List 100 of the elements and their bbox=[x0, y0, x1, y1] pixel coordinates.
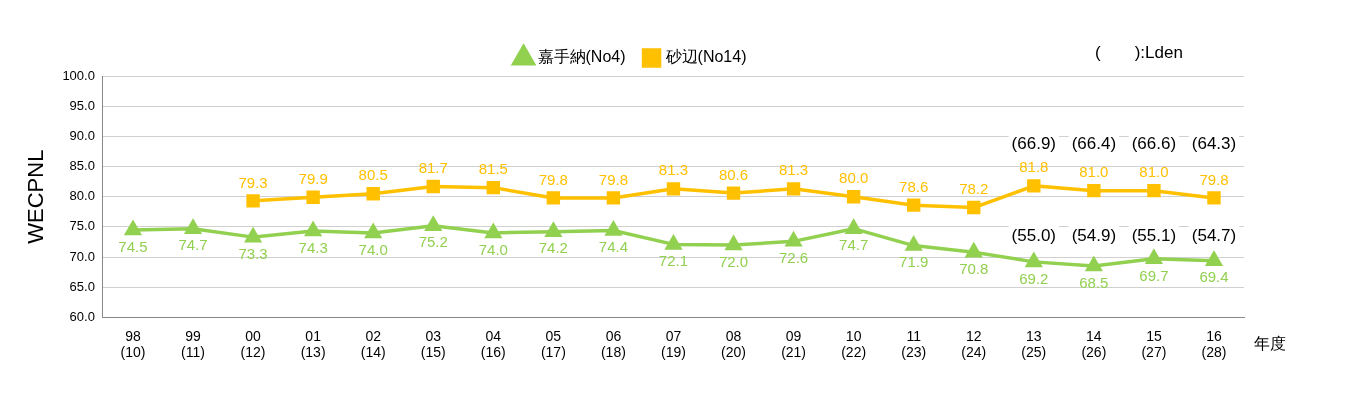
x-tick-label: 05 (17) bbox=[540, 327, 566, 361]
point bbox=[245, 228, 261, 243]
data-label: 72.6 bbox=[778, 249, 809, 266]
x-tick-label: 00 (12) bbox=[240, 327, 266, 361]
point bbox=[246, 194, 260, 208]
data-label: 79.3 bbox=[238, 173, 268, 191]
x-tick-label: 10 (22) bbox=[841, 327, 867, 361]
annotation: (66.6) bbox=[1131, 133, 1177, 153]
text: 70.0 bbox=[69, 248, 95, 264]
text: 60.0 bbox=[69, 308, 95, 324]
point bbox=[846, 190, 861, 204]
x-tick-label: 14 (26) bbox=[1081, 327, 1107, 361]
point bbox=[786, 182, 801, 196]
data-label: 69.4 bbox=[1199, 268, 1229, 286]
annotation: (66.4) bbox=[1071, 133, 1117, 153]
data-label: 80.6 bbox=[718, 165, 749, 183]
data-label: 81.5 bbox=[478, 160, 508, 178]
point bbox=[305, 222, 321, 237]
point bbox=[725, 236, 742, 251]
text: 95.0 bbox=[69, 97, 95, 113]
data-label: 72.1 bbox=[658, 252, 689, 270]
data-label: 81.3 bbox=[778, 161, 809, 179]
data-label: 71.9 bbox=[899, 253, 929, 271]
point bbox=[845, 219, 862, 234]
point bbox=[905, 236, 922, 251]
data-label: 81.0 bbox=[1079, 163, 1109, 181]
annotation: (66.9) bbox=[1011, 133, 1057, 153]
text: 65.0 bbox=[69, 278, 95, 294]
data-label: 81.3 bbox=[658, 161, 689, 179]
point bbox=[605, 221, 622, 236]
x-tick-label: 06 (18) bbox=[600, 327, 626, 361]
annotation: (54.7) bbox=[1191, 225, 1237, 245]
x-tick-label: 15 (27) bbox=[1141, 327, 1167, 361]
point bbox=[425, 216, 442, 231]
x-tick-label: 98 (10) bbox=[120, 327, 146, 361]
text: 80.0 bbox=[69, 188, 95, 204]
point bbox=[726, 186, 741, 200]
x-tick-label: 09 (21) bbox=[781, 327, 807, 361]
point bbox=[485, 224, 502, 239]
data-label: 73.3 bbox=[238, 244, 268, 262]
data-label: 81.7 bbox=[418, 159, 448, 177]
text: ( ):Lden bbox=[1095, 42, 1183, 62]
data-label: 74.0 bbox=[478, 240, 508, 258]
annotation: (64.3) bbox=[1191, 133, 1237, 153]
point bbox=[1025, 253, 1042, 268]
data-label: 81.0 bbox=[1139, 163, 1169, 181]
data-label: 72.0 bbox=[718, 252, 749, 270]
x-axis-title: 年度 bbox=[1254, 335, 1286, 353]
x-tick-label: 03 (15) bbox=[420, 327, 446, 361]
point bbox=[1086, 257, 1102, 272]
x-tick-label: 16 (28) bbox=[1201, 327, 1227, 361]
x-tick-label: 02 (14) bbox=[360, 327, 386, 361]
point bbox=[1147, 183, 1161, 198]
data-label: 74.4 bbox=[598, 238, 629, 256]
data-label: 78.2 bbox=[959, 180, 989, 198]
y-axis-title: WECPNL bbox=[23, 149, 49, 244]
x-tick-label: 08 (20) bbox=[721, 327, 746, 361]
point bbox=[1207, 191, 1221, 205]
x-tick-label: 11 (23) bbox=[901, 327, 927, 361]
point bbox=[125, 221, 141, 236]
data-label: 81.8 bbox=[1019, 158, 1049, 176]
data-label: 69.2 bbox=[1019, 269, 1049, 287]
data-label: 74.2 bbox=[538, 239, 568, 257]
point bbox=[306, 190, 320, 204]
point bbox=[967, 200, 981, 215]
point bbox=[426, 179, 440, 194]
point bbox=[366, 186, 380, 201]
data-label: 79.9 bbox=[298, 169, 328, 187]
x-tick-label: 04 (16) bbox=[480, 327, 506, 361]
x-tick-label: 12 (24) bbox=[961, 327, 987, 361]
legend-label: 嘉手納(No4) bbox=[537, 48, 626, 66]
data-label: 74.0 bbox=[358, 240, 388, 258]
text: 85.0 bbox=[69, 158, 95, 174]
point bbox=[486, 180, 500, 195]
x-tick-label: 13 (25) bbox=[1021, 327, 1047, 361]
point bbox=[965, 243, 982, 258]
point bbox=[185, 219, 201, 234]
legend-label: 砂辺(No14) bbox=[664, 48, 747, 66]
data-label: 74.3 bbox=[298, 238, 328, 256]
data-label: 68.5 bbox=[1079, 273, 1109, 291]
data-label: 75.2 bbox=[418, 233, 448, 251]
point bbox=[1146, 250, 1162, 265]
text: 90.0 bbox=[69, 127, 95, 143]
data-label: 74.5 bbox=[118, 237, 148, 255]
data-label: 79.8 bbox=[598, 170, 629, 188]
data-label: 80.5 bbox=[358, 166, 388, 184]
point bbox=[906, 198, 921, 212]
point bbox=[545, 222, 562, 237]
x-tick-label: 01 (13) bbox=[300, 327, 326, 361]
x-tick-label: 99 (11) bbox=[181, 327, 205, 361]
text: 100.0 bbox=[62, 67, 95, 83]
point bbox=[1087, 183, 1101, 198]
data-label: 79.8 bbox=[1199, 170, 1229, 188]
text: 75.0 bbox=[69, 218, 95, 234]
point bbox=[365, 224, 381, 239]
annotation: (55.0) bbox=[1011, 225, 1057, 245]
data-label: 69.7 bbox=[1139, 266, 1169, 284]
data-label: 78.6 bbox=[899, 177, 929, 195]
x-tick-label: 07 (19) bbox=[661, 327, 686, 361]
annotation: (54.9) bbox=[1071, 225, 1117, 245]
